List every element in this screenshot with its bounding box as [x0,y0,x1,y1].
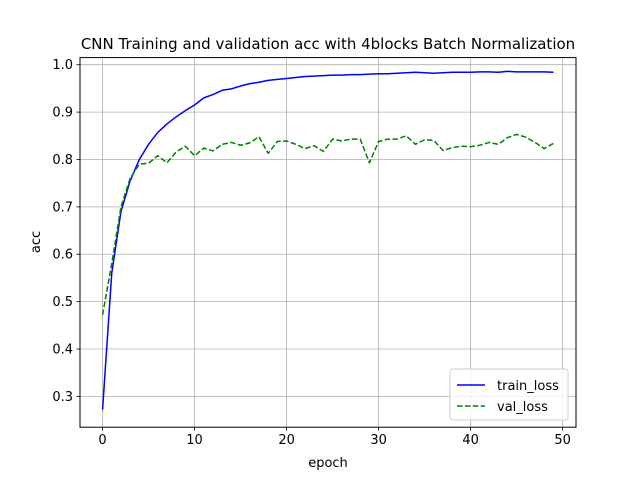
x-tick-label: 40 [462,433,479,448]
x-tick-label: 30 [370,433,387,448]
series-line-val-loss [101,133,554,316]
x-tick-label: 20 [278,433,295,448]
y-tick-label: 0.8 [52,153,73,168]
x-tick-label: 10 [186,433,203,448]
legend-label-val-loss: val_loss [497,400,548,415]
plot-frame [79,57,577,428]
x-tick-label: 50 [554,433,571,448]
x-axis-label: epoch [308,456,348,471]
y-axis-label: acc [29,231,44,253]
legend: train_loss val_loss [449,368,569,421]
y-tick-label: 0.4 [52,343,73,358]
series-line-train-loss [101,70,554,410]
y-tick-label: 0.9 [52,106,73,121]
legend-box [449,368,569,421]
x-tick-label: 0 [98,433,106,448]
y-tick-label: 1.0 [52,58,73,73]
grid [80,57,576,428]
chart-title: CNN Training and validation acc with 4bl… [81,35,575,53]
y-tick-label: 0.7 [52,200,73,215]
y-tick-label: 0.6 [52,248,73,263]
y-axis: 0.3 0.4 0.5 0.6 0.7 0.8 0.9 1.0 [52,58,80,405]
legend-label-train-loss: train_loss [497,379,559,394]
y-tick-label: 0.3 [52,390,73,405]
plot-lines [101,70,554,410]
x-axis: 0 10 20 30 40 50 [98,427,571,448]
y-tick-label: 0.5 [52,295,73,310]
